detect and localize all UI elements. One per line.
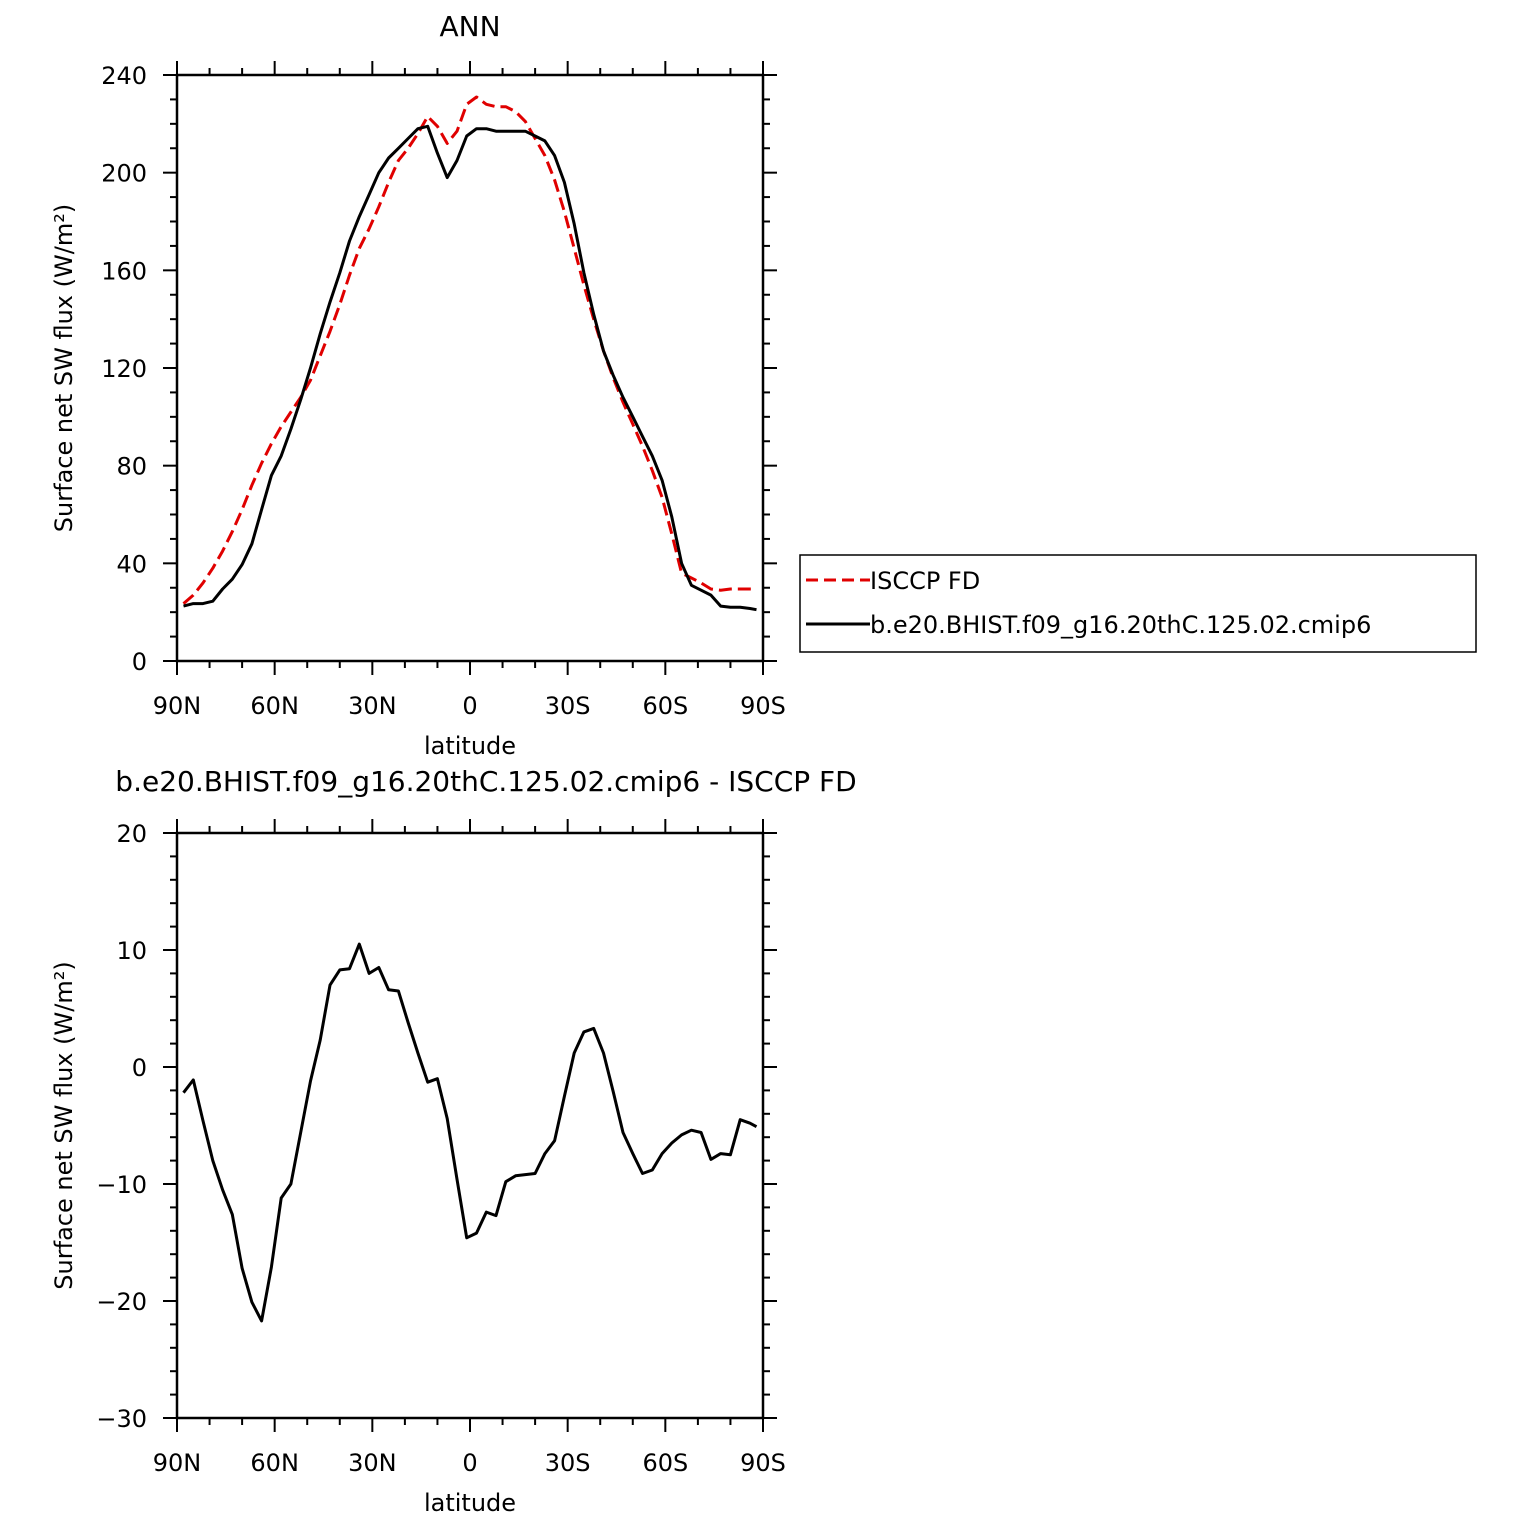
top-chart-title: ANN — [439, 10, 500, 43]
top-plot-frame — [175, 73, 765, 663]
top-y-axis-label: Surface net SW flux (W/m²) — [50, 204, 78, 532]
x-tick-label: 30N — [348, 692, 397, 720]
x-tick-label: 60S — [642, 1449, 688, 1477]
legend-label-isccp: ISCCP FD — [870, 567, 980, 595]
x-tick-label: 60S — [642, 692, 688, 720]
series-line-0 — [182, 942, 758, 1323]
x-tick-label: 30N — [348, 1449, 397, 1477]
x-tick-label: 60N — [250, 1449, 299, 1477]
x-tick-label: 0 — [462, 1449, 477, 1477]
x-tick-label: 30S — [545, 1449, 591, 1477]
top-x-axis-label: latitude — [424, 732, 516, 760]
y-tick-label: 80 — [116, 453, 147, 481]
bottom-panel: b.e20.BHIST.f09_g16.20thC.125.02.cmip6 -… — [50, 765, 857, 1517]
series-line-1 — [183, 124, 757, 612]
y-tick-label: 200 — [101, 160, 147, 188]
y-tick-label: −30 — [96, 1405, 147, 1433]
y-tick-label: 0 — [132, 1054, 147, 1082]
top-axis-ticks — [163, 61, 777, 675]
y-tick-label: −10 — [96, 1171, 147, 1199]
y-tick-label: −20 — [96, 1288, 147, 1316]
legend: ISCCP FD b.e20.BHIST.f09_g16.20thC.125.0… — [799, 554, 1477, 653]
x-tick-label: 90S — [740, 1449, 786, 1477]
y-tick-label: 20 — [116, 820, 147, 848]
x-tick-label: 90S — [740, 692, 786, 720]
y-tick-label: 10 — [116, 937, 147, 965]
x-tick-label: 90N — [153, 692, 202, 720]
bottom-x-tick-labels: 90N 60N 30N 0 30S 60S 90S — [153, 1449, 786, 1477]
top-y-tick-labels: 0 40 80 120 160 200 240 — [101, 62, 147, 676]
bottom-y-axis-label: Surface net SW flux (W/m²) — [50, 961, 78, 1289]
legend-label-model: b.e20.BHIST.f09_g16.20thC.125.02.cmip6 — [870, 611, 1371, 639]
x-tick-label: 60N — [250, 692, 299, 720]
y-tick-label: 120 — [101, 355, 147, 383]
x-tick-label: 90N — [153, 1449, 202, 1477]
x-tick-label: 0 — [462, 692, 477, 720]
y-tick-label: 40 — [116, 550, 147, 578]
y-tick-label: 240 — [101, 62, 147, 90]
bottom-series-lines — [182, 942, 758, 1323]
series-line-0 — [182, 95, 757, 605]
top-series-lines — [182, 95, 757, 612]
bottom-plot-frame — [175, 831, 765, 1420]
x-tick-label: 30S — [545, 692, 591, 720]
legend-box — [799, 554, 1477, 653]
bottom-axis-ticks — [163, 819, 777, 1432]
top-x-tick-labels: 90N 60N 30N 0 30S 60S 90S — [153, 692, 786, 720]
bottom-y-tick-labels: −30 −20 −10 0 10 20 — [96, 820, 147, 1433]
bottom-chart-title: b.e20.BHIST.f09_g16.20thC.125.02.cmip6 -… — [115, 765, 856, 798]
y-tick-label: 160 — [101, 257, 147, 285]
bottom-x-axis-label: latitude — [424, 1489, 516, 1517]
y-tick-label: 0 — [132, 648, 147, 676]
